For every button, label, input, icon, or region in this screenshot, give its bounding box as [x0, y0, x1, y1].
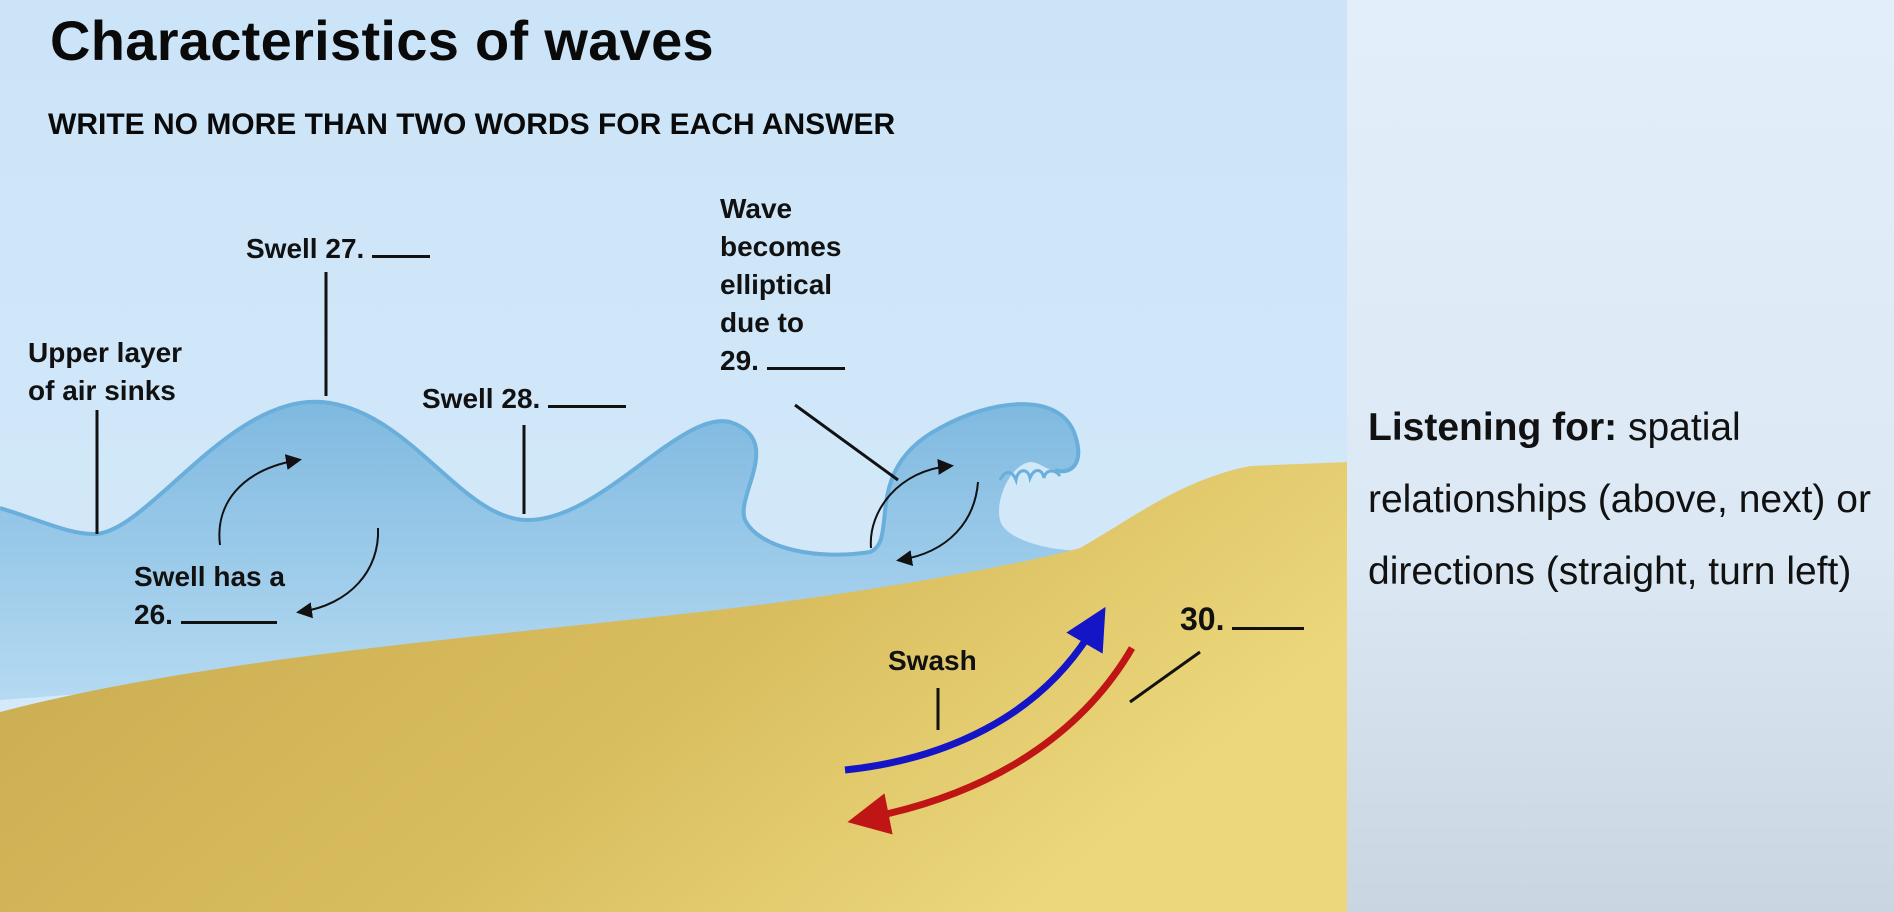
- ellipse-arrow-down: [896, 481, 979, 566]
- answer-26-blank[interactable]: [180, 597, 277, 624]
- answer-27-blank[interactable]: [372, 231, 431, 258]
- wave-29-leader: [794, 403, 899, 482]
- orbit-arrow-up: [218, 454, 302, 546]
- ellipse-arrow-up: [869, 458, 954, 549]
- listening-text: spatial relationships (above, next) or d…: [1368, 406, 1871, 593]
- page-title: Characteristics of waves: [50, 9, 714, 72]
- label-30-leader: [1129, 650, 1201, 704]
- label-swell-27: Swell 27.: [246, 230, 431, 268]
- answer-30-blank[interactable]: [1232, 603, 1305, 630]
- label-swell-28: Swell 28.: [422, 380, 627, 418]
- backwash-arrow: [847, 646, 1136, 835]
- water-surface: [0, 399, 1081, 557]
- label-30: 30.: [1180, 600, 1305, 638]
- wave-curl: [998, 469, 1062, 486]
- answer-29-blank[interactable]: [766, 343, 845, 370]
- orbit-arrow-down: [296, 527, 380, 619]
- side-panel: [1347, 0, 1894, 912]
- instruction: WRITE NO MORE THAN TWO WORDS FOR EACH AN…: [48, 108, 896, 141]
- label-swell-26: Swell has a 26.: [134, 561, 285, 630]
- beach: [0, 462, 1347, 912]
- water: [0, 401, 1347, 700]
- swash-arrow: [844, 606, 1106, 774]
- answer-28-blank[interactable]: [548, 381, 627, 408]
- listening-note: Listening for: spatial relationships (ab…: [1368, 392, 1878, 608]
- label-swash: Swash: [888, 645, 977, 676]
- label-wave-elliptical: Wave becomes elliptical due to 29.: [720, 190, 845, 380]
- label-upper-layer: Upper layer of air sinks: [28, 337, 183, 406]
- listening-heading: Listening for:: [1368, 406, 1618, 449]
